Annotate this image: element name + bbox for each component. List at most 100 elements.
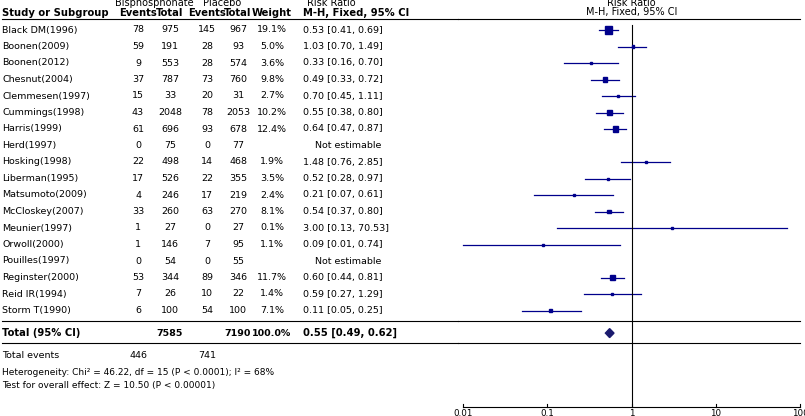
Text: 741: 741: [198, 351, 216, 360]
Text: 53: 53: [132, 273, 144, 282]
Text: M-H, Fixed, 95% CI: M-H, Fixed, 95% CI: [586, 7, 677, 17]
Text: Boonen(2009): Boonen(2009): [2, 42, 69, 51]
Text: 27: 27: [232, 223, 244, 233]
Bar: [632, 45, 634, 47]
Text: 346: 346: [229, 273, 247, 282]
Text: 20: 20: [201, 92, 213, 101]
Bar: [573, 194, 576, 196]
Text: 89: 89: [201, 273, 213, 282]
Text: Reginster(2000): Reginster(2000): [2, 273, 79, 282]
Text: 11.7%: 11.7%: [257, 273, 287, 282]
Text: 787: 787: [161, 75, 179, 84]
Text: 0.33 [0.16, 0.70]: 0.33 [0.16, 0.70]: [303, 59, 383, 67]
Text: 0.59 [0.27, 1.29]: 0.59 [0.27, 1.29]: [303, 290, 382, 299]
Text: 100: 100: [229, 306, 247, 315]
Text: 270: 270: [229, 207, 247, 216]
Text: 1.4%: 1.4%: [260, 290, 284, 299]
Text: 2.4%: 2.4%: [260, 191, 284, 200]
Text: 0: 0: [135, 141, 141, 150]
Text: 145: 145: [198, 25, 216, 35]
Bar: [549, 309, 552, 312]
Text: 26: 26: [164, 290, 176, 299]
Text: 0: 0: [204, 257, 210, 265]
Text: 0.64 [0.47, 0.87]: 0.64 [0.47, 0.87]: [303, 124, 382, 134]
Bar: [645, 161, 647, 163]
Text: 100: 100: [161, 306, 179, 315]
Text: 0: 0: [135, 257, 141, 265]
Text: Meunier(1997): Meunier(1997): [2, 223, 72, 233]
Text: 246: 246: [161, 191, 179, 200]
Text: 975: 975: [161, 25, 179, 35]
Text: 0.49 [0.33, 0.72]: 0.49 [0.33, 0.72]: [303, 75, 383, 84]
Text: 1: 1: [629, 409, 634, 416]
Bar: [608, 110, 612, 115]
Text: 73: 73: [201, 75, 213, 84]
Text: 0.11 [0.05, 0.25]: 0.11 [0.05, 0.25]: [303, 306, 382, 315]
Text: Total: Total: [225, 8, 252, 18]
Text: 0.54 [0.37, 0.80]: 0.54 [0.37, 0.80]: [303, 207, 382, 216]
Text: 22: 22: [232, 290, 244, 299]
Text: Heterogeneity: Chi² = 46.22, df = 15 (P < 0.0001); I² = 68%: Heterogeneity: Chi² = 46.22, df = 15 (P …: [2, 368, 275, 377]
Text: Black DM(1996): Black DM(1996): [2, 25, 77, 35]
Text: Boonen(2012): Boonen(2012): [2, 59, 69, 67]
Bar: [610, 275, 615, 280]
Text: 54: 54: [201, 306, 213, 315]
Text: 446: 446: [129, 351, 147, 360]
Text: 78: 78: [132, 25, 144, 35]
Text: 3.00 [0.13, 70.53]: 3.00 [0.13, 70.53]: [303, 223, 389, 233]
Text: 15: 15: [132, 92, 144, 101]
Text: 0.01: 0.01: [453, 409, 473, 416]
Text: 28: 28: [201, 42, 213, 51]
Text: 33: 33: [164, 92, 176, 101]
Text: 0.53 [0.41, 0.69]: 0.53 [0.41, 0.69]: [303, 25, 382, 35]
Text: 574: 574: [229, 59, 247, 67]
Text: 260: 260: [161, 207, 179, 216]
Text: 100: 100: [791, 409, 805, 416]
Text: 22: 22: [132, 158, 144, 166]
Text: 468: 468: [229, 158, 247, 166]
Text: Placebo: Placebo: [204, 0, 241, 8]
Text: 355: 355: [229, 174, 247, 183]
Text: Chesnut(2004): Chesnut(2004): [2, 75, 72, 84]
Text: 100.0%: 100.0%: [253, 329, 291, 338]
Text: 0.55 [0.38, 0.80]: 0.55 [0.38, 0.80]: [303, 108, 382, 117]
Text: Reid IR(1994): Reid IR(1994): [2, 290, 67, 299]
Text: 77: 77: [232, 141, 244, 150]
Text: 678: 678: [229, 124, 247, 134]
Text: 146: 146: [161, 240, 179, 249]
Text: 10: 10: [710, 409, 721, 416]
Text: Cummings(1998): Cummings(1998): [2, 108, 85, 117]
Text: 2.7%: 2.7%: [260, 92, 284, 101]
Text: 1: 1: [135, 223, 141, 233]
Text: Total events: Total events: [2, 351, 60, 360]
Text: Orwoll(2000): Orwoll(2000): [2, 240, 64, 249]
Text: 10: 10: [201, 290, 213, 299]
Text: Test for overall effect: Z = 10.50 (P < 0.00001): Test for overall effect: Z = 10.50 (P < …: [2, 381, 215, 390]
Text: 3.5%: 3.5%: [260, 174, 284, 183]
Text: 1.03 [0.70, 1.49]: 1.03 [0.70, 1.49]: [303, 42, 382, 51]
Text: Weight: Weight: [252, 8, 292, 18]
Text: 526: 526: [161, 174, 179, 183]
Text: 0.21 [0.07, 0.61]: 0.21 [0.07, 0.61]: [303, 191, 382, 200]
Text: 54: 54: [164, 257, 176, 265]
Text: Matsumoto(2009): Matsumoto(2009): [2, 191, 87, 200]
Bar: [543, 243, 544, 245]
Bar: [671, 227, 673, 229]
Text: Risk Ratio: Risk Ratio: [607, 0, 656, 8]
Text: Not estimable: Not estimable: [315, 257, 382, 265]
Text: 55: 55: [232, 257, 244, 265]
Text: 0.09 [0.01, 0.74]: 0.09 [0.01, 0.74]: [303, 240, 382, 249]
Text: 31: 31: [232, 92, 244, 101]
Text: 27: 27: [164, 223, 176, 233]
Text: Risk Ratio: Risk Ratio: [307, 0, 355, 8]
Text: 12.4%: 12.4%: [257, 124, 287, 134]
Polygon shape: [605, 329, 614, 338]
Text: 0: 0: [204, 141, 210, 150]
Text: 43: 43: [132, 108, 144, 117]
Text: 696: 696: [161, 124, 179, 134]
Text: 1.9%: 1.9%: [260, 158, 284, 166]
Text: 344: 344: [161, 273, 179, 282]
Text: 0.70 [0.45, 1.11]: 0.70 [0.45, 1.11]: [303, 92, 382, 101]
Text: 5.0%: 5.0%: [260, 42, 284, 51]
Text: 553: 553: [161, 59, 179, 67]
